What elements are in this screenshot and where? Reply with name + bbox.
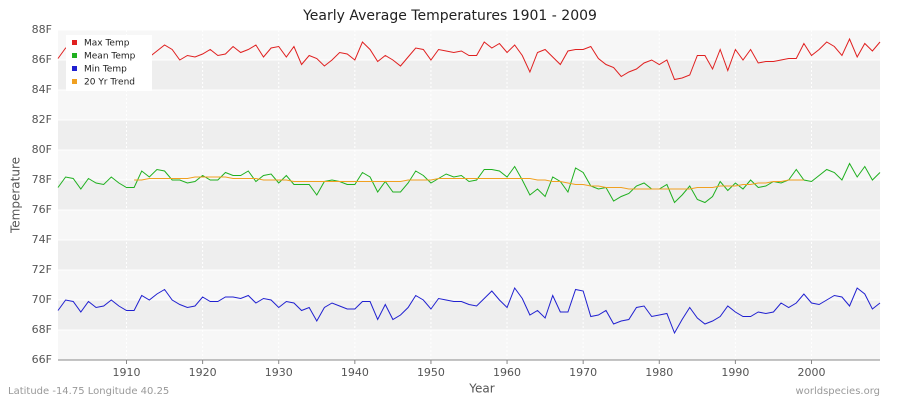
y-tick-label: 66F: [32, 353, 52, 366]
plot-background: [58, 30, 880, 360]
x-tick-label: 2000: [798, 366, 826, 379]
y-axis-label: Temperature: [9, 157, 23, 234]
grid-band: [58, 120, 880, 150]
y-tick-label: 88F: [32, 23, 52, 36]
legend-label: 20 Yr Trend: [84, 78, 135, 88]
y-tick-label: 70F: [32, 293, 52, 306]
x-tick-label: 1920: [189, 366, 217, 379]
legend-box: [66, 35, 152, 91]
grid-band: [58, 240, 880, 270]
footer-left: Latitude -14.75 Longitude 40.25: [8, 386, 169, 397]
y-tick-label: 84F: [32, 83, 52, 96]
grid-band: [58, 180, 880, 210]
legend: Max Temp Mean Temp Min Temp 20 Yr Trend: [66, 35, 152, 91]
footer-right: worldspecies.org: [796, 386, 880, 397]
legend-swatch: [72, 79, 77, 84]
y-tick-label: 74F: [32, 233, 52, 246]
series-line: [57, 162, 881, 204]
x-tick-label: 1910: [113, 366, 141, 379]
y-tick-label: 86F: [32, 53, 52, 66]
y-tick-label: 80F: [32, 143, 52, 156]
legend-label: Max Temp: [84, 39, 130, 49]
y-tick-label: 82F: [32, 113, 52, 126]
series-line: [57, 286, 881, 335]
x-tick-label: 1980: [645, 366, 673, 379]
legend-label: Min Temp: [84, 65, 127, 75]
y-tick-label: 76F: [32, 203, 52, 216]
legend-swatch: [72, 66, 77, 71]
legend-swatch: [72, 53, 77, 58]
series-line: [57, 37, 881, 81]
y-tick-label: 72F: [32, 263, 52, 276]
series-line: [134, 176, 804, 190]
x-tick-label: 1930: [265, 366, 293, 379]
legend-label: Mean Temp: [84, 52, 136, 62]
x-tick-label: 1940: [341, 366, 369, 379]
y-tick-label: 68F: [32, 323, 52, 336]
chart-title: Yearly Average Temperatures 1901 - 2009: [302, 8, 597, 24]
x-tick-label: 1990: [721, 366, 749, 379]
x-tick-label: 1950: [417, 366, 445, 379]
x-axis-label: Year: [468, 382, 494, 396]
grid-band: [58, 60, 880, 90]
y-tick-label: 78F: [32, 173, 52, 186]
x-tick-label: 1970: [569, 366, 597, 379]
legend-swatch: [72, 40, 77, 45]
x-tick-label: 1960: [493, 366, 521, 379]
